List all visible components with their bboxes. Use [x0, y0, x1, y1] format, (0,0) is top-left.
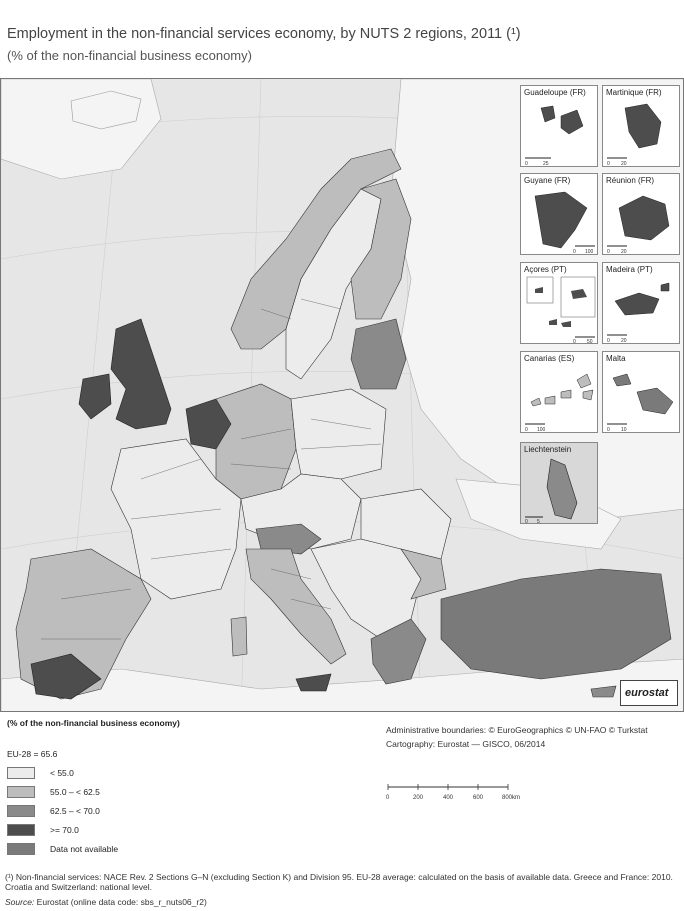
- scale-bar: 0 200 400 600 800 km: [386, 784, 520, 801]
- finland-region: [350, 178, 412, 320]
- credits-boundaries: Administrative boundaries: © EuroGeograp…: [386, 725, 648, 735]
- map-subtitle: (% of the non-financial business economy…: [7, 48, 252, 63]
- eurostat-logo: eurostat: [620, 680, 678, 706]
- south-iberia-region: [30, 653, 102, 700]
- inset-reunion: Réunion (FR) 0 20: [602, 173, 680, 255]
- inset-scale-label: 100: [537, 427, 546, 433]
- turkey-region: [440, 568, 672, 680]
- inset-scale-label: 100: [585, 249, 594, 255]
- sicily-region: [295, 673, 332, 692]
- source-line: Source: Eurostat (online data code: sbs_…: [5, 897, 207, 907]
- scale-tick-label: 400: [443, 795, 454, 801]
- map-frame: Guadeloupe (FR) 0 25 Martinique (FR) 0 20 …: [0, 78, 684, 712]
- legend-swatch: [7, 767, 35, 779]
- map-title: Employment in the non-financial services…: [7, 26, 521, 42]
- svg-text:0: 0: [607, 161, 610, 167]
- inset-malta: Malta 0 10: [602, 351, 680, 433]
- iceland-region: [70, 90, 142, 130]
- inset-label: Guadeloupe (FR): [524, 88, 586, 97]
- inset-liechtenstein: Liechtenstein 0 5: [520, 442, 598, 524]
- svg-text:0: 0: [573, 249, 576, 255]
- footnote: (¹) Non-financial services: NACE Rev. 2 …: [5, 872, 673, 892]
- cyprus-region: [590, 685, 617, 698]
- svg-text:0: 0: [525, 427, 528, 433]
- legend-label: Data not available: [50, 844, 119, 854]
- inset-scale-label: 20: [621, 161, 627, 167]
- bulgaria-region: [400, 548, 447, 600]
- inset-scale-label: 5: [537, 519, 540, 524]
- inset-scale-label: 25: [543, 161, 549, 167]
- inset-label: Malta: [606, 354, 626, 363]
- inset-guadeloupe: Guadeloupe (FR) 0 25: [520, 85, 598, 167]
- legend-label: 55.0 – < 62.5: [50, 787, 100, 797]
- source-text: Eurostat (online data code: sbs_r_nuts06…: [36, 897, 207, 907]
- legend-swatch: [7, 786, 35, 798]
- legend-title: (% of the non-financial business economy…: [7, 718, 180, 728]
- uk-region: [110, 318, 172, 430]
- inset-acores: Açores (PT) 0 50: [520, 262, 598, 344]
- germany-region: [215, 383, 297, 500]
- scale-tick-label: 600: [473, 795, 484, 801]
- inset-scale-label: 20: [621, 338, 627, 344]
- source-label: Source:: [5, 897, 35, 907]
- svg-text:0: 0: [607, 249, 610, 255]
- italy-region: [245, 548, 347, 665]
- legend-label: >= 70.0: [50, 825, 79, 835]
- inset-martinique: Martinique (FR) 0 20: [602, 85, 680, 167]
- svg-text:0: 0: [607, 338, 610, 344]
- legend-label: < 55.0: [50, 768, 74, 778]
- austria-region: [255, 523, 322, 555]
- inset-madeira: Madeira (PT) 0 20: [602, 262, 680, 344]
- sardinia-region: [230, 616, 248, 657]
- inset-scale-label: 20: [621, 249, 627, 255]
- svg-text:0: 0: [525, 519, 528, 524]
- inset-label: Liechtenstein: [524, 445, 572, 454]
- greece-region: [370, 618, 427, 685]
- svg-text:0: 0: [525, 161, 528, 167]
- legend-swatch: [7, 824, 35, 836]
- inset-label: Açores (PT): [524, 265, 567, 274]
- france-region: [110, 438, 242, 600]
- norway-region: [230, 148, 402, 350]
- poland-region: [290, 388, 387, 480]
- credits-cartography: Cartography: Eurostat — GISCO, 06/2014: [386, 739, 546, 749]
- legend-average: EU-28 = 65.6: [7, 749, 58, 759]
- inset-scale-label: 50: [587, 339, 593, 344]
- inset-label: Réunion (FR): [606, 176, 655, 185]
- inset-label: Canarias (ES): [524, 354, 575, 363]
- scale-tick-label: 800: [502, 795, 513, 801]
- baltic-regions: [350, 318, 407, 390]
- scale-tick-label: 200: [413, 795, 424, 801]
- inset-label: Guyane (FR): [524, 176, 571, 185]
- svg-text:0: 0: [607, 427, 610, 433]
- ireland-region: [78, 373, 112, 420]
- scale-tick-label: 0: [386, 795, 390, 801]
- svg-text:0: 0: [573, 339, 576, 344]
- logo-text: eurostat: [625, 687, 669, 699]
- scale-unit: km: [512, 795, 520, 801]
- inset-scale-label: 10: [621, 427, 627, 433]
- inset-guyane: Guyane (FR) 0 100: [520, 173, 598, 255]
- legend-swatch: [7, 843, 35, 855]
- legend-label: 62.5 – < 70.0: [50, 806, 100, 816]
- inset-label: Martinique (FR): [606, 88, 662, 97]
- inset-canarias: Canarias (ES) 0 100: [520, 351, 598, 433]
- inset-label: Madeira (PT): [606, 265, 653, 274]
- legend-swatch: [7, 805, 35, 817]
- credits: Administrative boundaries: © EuroGeograp…: [386, 723, 648, 751]
